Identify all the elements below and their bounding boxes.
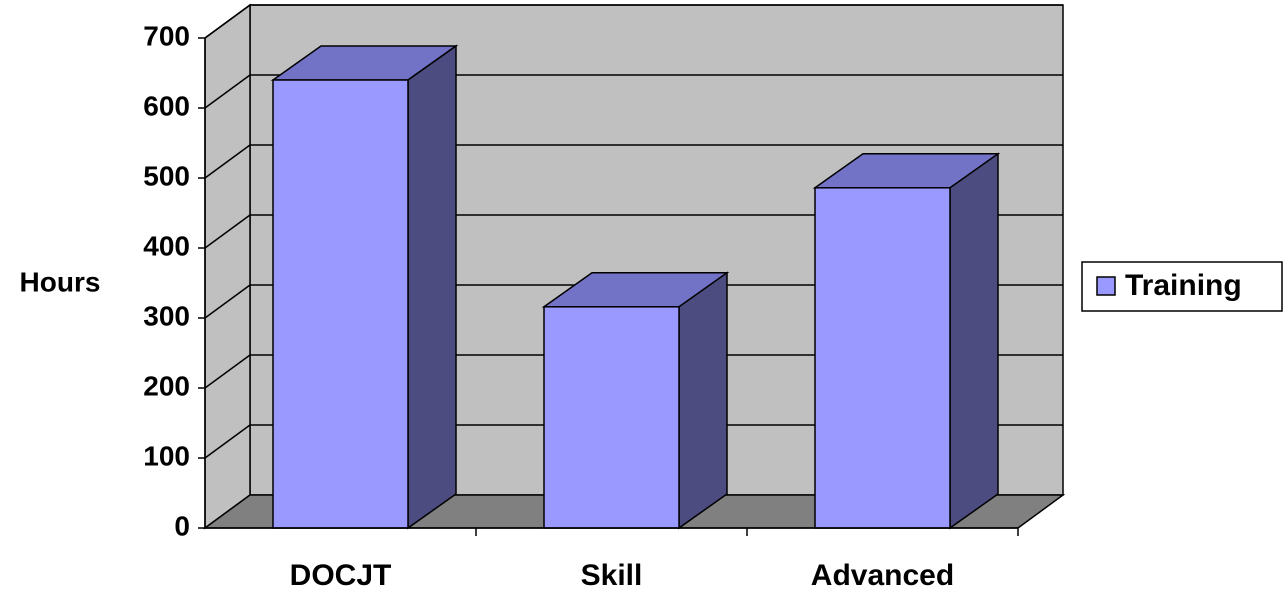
- grid-line: [204, 354, 251, 389]
- y-tick-label: 700: [143, 20, 190, 51]
- y-tick-label: 0: [174, 510, 190, 541]
- x-tick-label: DOCJT: [290, 559, 392, 592]
- y-tick-label: 100: [143, 440, 190, 471]
- y-tick-label: 300: [143, 300, 190, 331]
- grid-line: [204, 144, 251, 179]
- grid-line: [204, 4, 251, 39]
- grid-line: [204, 284, 251, 319]
- side-wall: [204, 3, 251, 530]
- legend-swatch: [1096, 276, 1116, 296]
- x-tick-label: Skill: [581, 559, 643, 592]
- grid-line: [204, 424, 251, 459]
- x-tick-label: Advanced: [811, 559, 954, 592]
- y-tick-label: 400: [143, 230, 190, 261]
- bar-front: [814, 187, 951, 529]
- legend-label: Training: [1125, 269, 1242, 302]
- bar: [270, 44, 459, 530]
- bar-side: [407, 44, 457, 530]
- grid-line: [204, 214, 251, 249]
- bar: [541, 271, 730, 530]
- bars: [270, 44, 1001, 530]
- y-tick-label: 600: [143, 90, 190, 121]
- bar-front: [272, 79, 409, 529]
- bar-front: [543, 306, 680, 529]
- y-axis-label: Hours: [20, 266, 101, 297]
- bar-side: [949, 152, 999, 530]
- y-tick-label: 500: [143, 160, 190, 191]
- grid-line: [204, 74, 251, 109]
- y-tick-label: 200: [143, 370, 190, 401]
- bar: [812, 152, 1001, 530]
- bar-side: [678, 271, 728, 530]
